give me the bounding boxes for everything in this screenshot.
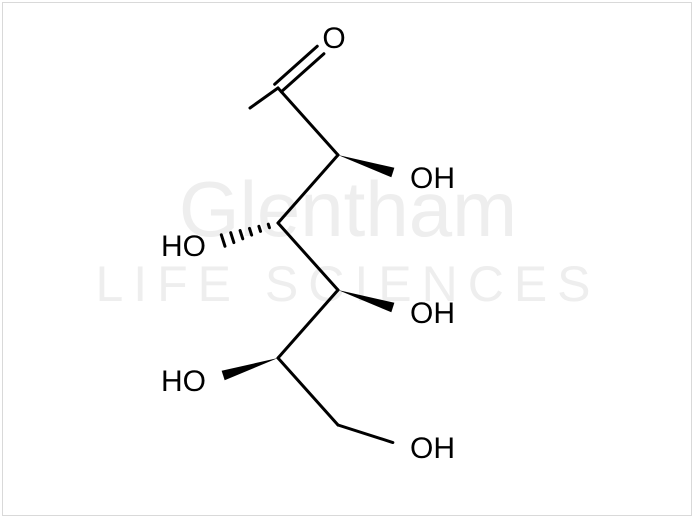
atom-label-O_ald: O	[322, 22, 345, 55]
atom-label-OH_C6: OH	[410, 432, 455, 465]
atom-label-OH_C3: HO	[161, 230, 206, 263]
molecule-diagram: O OH HO OH HO OH	[0, 0, 696, 520]
atom-label-OH_C4: OH	[410, 297, 455, 330]
atom-label-OH_C2: OH	[410, 162, 455, 195]
atom-label-OH_C5: HO	[161, 365, 206, 398]
